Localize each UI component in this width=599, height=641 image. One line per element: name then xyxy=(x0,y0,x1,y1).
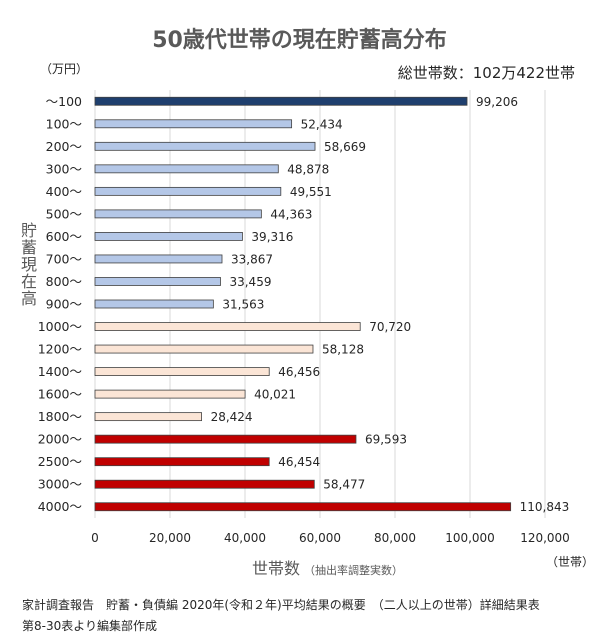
bar xyxy=(94,141,316,151)
bar xyxy=(94,344,314,354)
category-label: 4000～ xyxy=(38,499,82,514)
bars xyxy=(94,96,512,512)
data-label: 28,424 xyxy=(211,410,253,424)
y-axis-unit: （万円） xyxy=(40,62,89,76)
bar xyxy=(94,367,270,376)
data-label: 58,128 xyxy=(322,343,364,357)
bar xyxy=(94,209,262,219)
bar xyxy=(94,502,512,512)
x-axis-unit: （世帯） xyxy=(546,555,595,569)
x-tick-label: 0 xyxy=(91,531,99,545)
chart-title: 50歳代世帯の現在貯蓄高分布 xyxy=(152,28,447,53)
x-tick-label: 20,000 xyxy=(149,531,191,545)
category-label: 1800～ xyxy=(38,409,82,424)
category-label: 1200～ xyxy=(38,342,82,357)
category-label: 500～ xyxy=(46,206,82,221)
category-label: 1000～ xyxy=(38,319,82,334)
y-axis-label: 貯蓄現在高 xyxy=(18,222,37,307)
data-label: 33,867 xyxy=(231,252,273,266)
bar xyxy=(94,232,243,241)
bar xyxy=(94,164,279,174)
category-label: 300～ xyxy=(46,161,82,176)
bar xyxy=(94,119,293,129)
category-label: 600～ xyxy=(46,229,82,244)
x-tick-label: 80,000 xyxy=(374,531,416,545)
x-tick-label: 40,000 xyxy=(224,531,266,545)
data-label: 49,551 xyxy=(290,185,332,199)
category-label: 2500～ xyxy=(38,454,82,469)
bar xyxy=(94,412,202,422)
data-label: 46,454 xyxy=(278,455,320,469)
category-label: ～100 xyxy=(46,94,82,109)
data-label: 40,021 xyxy=(254,388,296,402)
bar xyxy=(94,96,468,106)
data-label: 48,878 xyxy=(287,162,329,176)
category-label: 3000～ xyxy=(38,477,82,492)
data-label: 110,843 xyxy=(520,500,570,514)
data-labels: 99,206 52,434 58,669 48,878 49,551 44,363 39,3… xyxy=(211,95,570,514)
bar xyxy=(94,389,246,399)
x-axis-label: 世帯数 （抽出率調整実数） xyxy=(252,555,403,579)
x-tick-label: 100,000 xyxy=(445,531,495,545)
bar xyxy=(94,277,221,286)
category-label: 100～ xyxy=(46,116,82,131)
data-label: 33,459 xyxy=(229,275,271,289)
data-label: 44,363 xyxy=(270,207,312,221)
bar xyxy=(94,479,315,489)
category-label: 200～ xyxy=(46,139,82,154)
bar xyxy=(94,299,214,309)
bar xyxy=(94,322,361,331)
category-label: 900～ xyxy=(46,297,82,312)
x-tick-labels: 0 20,000 40,000 60,000 80,000 100,000 120,000 xyxy=(91,531,570,545)
category-labels: ～100 100～ 200～ 300～ 400～ 500～ 600～ 700～ 800～ 900～… xyxy=(38,94,82,514)
category-label: 800～ xyxy=(46,274,82,289)
data-label: 69,593 xyxy=(365,433,407,447)
x-tick-label: 120,000 xyxy=(520,531,570,545)
category-label: 700～ xyxy=(46,251,82,266)
data-label: 31,563 xyxy=(222,298,264,312)
source-note-line1: 家計調査報告 貯蓄・負債編 2020年(令和２年)平均結果の概要 （二人以上の世… xyxy=(22,598,540,612)
category-label: 1600～ xyxy=(38,387,82,402)
x-tick-label: 60,000 xyxy=(299,531,341,545)
data-label: 99,206 xyxy=(476,95,518,109)
bar xyxy=(94,186,282,196)
bar xyxy=(94,457,270,467)
bar xyxy=(94,434,357,444)
data-label: 58,669 xyxy=(324,140,366,154)
category-label: 400～ xyxy=(46,184,82,199)
total-households: 総世帯数：102万422世帯 xyxy=(397,64,575,82)
data-label: 39,316 xyxy=(251,230,293,244)
data-label: 70,720 xyxy=(369,320,411,334)
data-label: 52,434 xyxy=(301,117,343,131)
x-axis-label-main: 世帯数 xyxy=(252,559,301,578)
category-label: 2000～ xyxy=(38,432,82,447)
bar xyxy=(94,254,223,264)
source-note-line2: 第8-30表より編集部作成 xyxy=(22,619,157,633)
category-label: 1400～ xyxy=(38,364,82,379)
data-label: 58,477 xyxy=(323,478,365,492)
x-axis-label-note: （抽出率調整実数） xyxy=(304,564,404,577)
data-label: 46,456 xyxy=(278,365,320,379)
gridlines xyxy=(94,90,546,518)
